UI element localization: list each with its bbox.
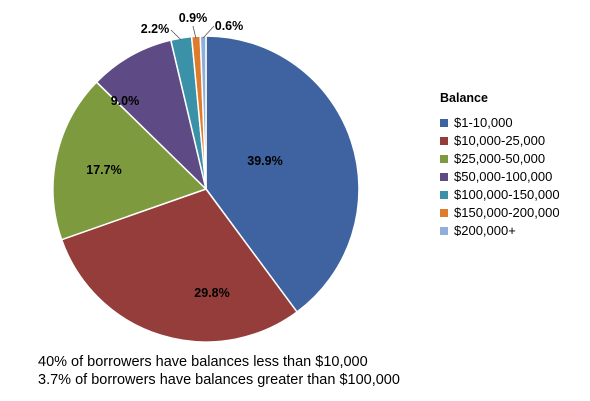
legend-label: $50,000-100,000 bbox=[454, 169, 553, 184]
pie-slice bbox=[199, 35, 207, 190]
legend-label: $10,000-25,000 bbox=[454, 133, 546, 148]
pie-slice bbox=[95, 39, 208, 192]
slice-label: 17.7% bbox=[86, 163, 121, 177]
legend-label: $25,000-50,000 bbox=[454, 151, 546, 166]
footnote-2: 3.7% of borrowers have balances greater … bbox=[38, 372, 400, 388]
legend-item: $10,000-25,000 bbox=[440, 132, 560, 150]
slice-label: 9.0% bbox=[111, 94, 140, 108]
slice-label: 0.6% bbox=[215, 19, 244, 33]
legend-item: $150,000-200,000 bbox=[440, 204, 560, 222]
slice-label: 0.9% bbox=[179, 11, 208, 25]
footnotes: 40% of borrowers have balances less than… bbox=[38, 353, 400, 389]
legend-item: $1-10,000 bbox=[440, 114, 560, 132]
footnote-1: 40% of borrowers have balances less than… bbox=[38, 354, 368, 370]
leader-line bbox=[192, 25, 197, 39]
leader-line bbox=[170, 29, 182, 41]
legend-swatch bbox=[440, 136, 448, 145]
legend-label: $100,000-150,000 bbox=[454, 187, 560, 202]
pie-slice bbox=[52, 81, 208, 241]
legend-swatch bbox=[440, 172, 448, 181]
legend-label: $200,000+ bbox=[454, 223, 516, 238]
pie-slice bbox=[60, 188, 299, 343]
legend-item: $50,000-100,000 bbox=[440, 168, 560, 186]
legend-items: $1-10,000 $10,000-25,000 $25,000-50,000 $50… bbox=[440, 114, 560, 240]
slice-label: 29.8% bbox=[194, 286, 229, 300]
legend-title: Balance bbox=[440, 91, 488, 105]
legend-label: $1-10,000 bbox=[454, 115, 513, 130]
legend: Balance $1-10,000 $10,000-25,000 $25,000-5… bbox=[440, 92, 560, 240]
legend-swatch bbox=[440, 118, 448, 127]
slice-label: 39.9% bbox=[247, 154, 282, 168]
legend-swatch bbox=[440, 190, 448, 199]
slice-label: 2.2% bbox=[141, 22, 170, 36]
leader-line bbox=[202, 25, 215, 39]
legend-swatch bbox=[440, 208, 448, 217]
legend-label: $150,000-200,000 bbox=[454, 205, 560, 220]
legend-item: $100,000-150,000 bbox=[440, 186, 560, 204]
legend-item: $25,000-50,000 bbox=[440, 150, 560, 168]
legend-item: $200,000+ bbox=[440, 222, 560, 240]
legend-swatch bbox=[440, 154, 448, 163]
pie-slice bbox=[205, 35, 360, 314]
legend-swatch bbox=[440, 226, 448, 235]
